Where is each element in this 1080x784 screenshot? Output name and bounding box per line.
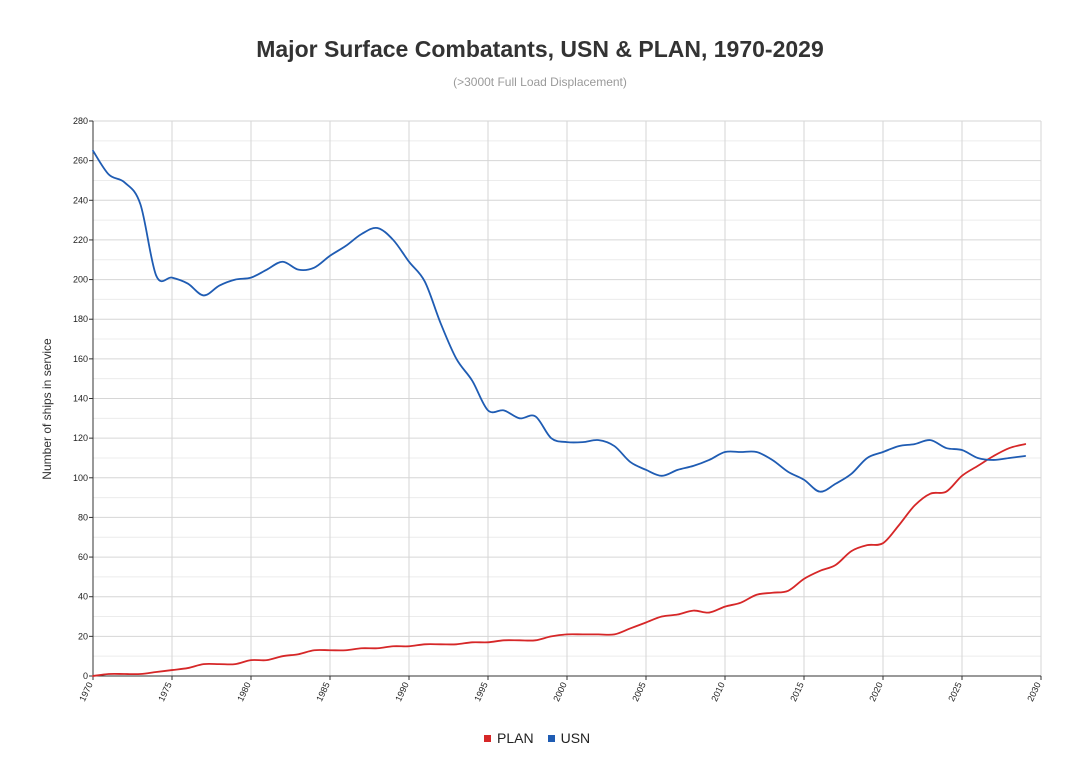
y-tick-label: 180 (73, 314, 88, 324)
y-axis-ticks: 0 20 40 60 80 100 120 140 160 180 200 220 240 260 280 (73, 116, 93, 681)
x-tick-label: 2000 (551, 681, 569, 703)
series-line-usn (92, 149, 1027, 493)
y-tick-label: 20 (78, 631, 88, 641)
y-tick-label: 100 (73, 473, 88, 483)
y-tick-label: 60 (78, 552, 88, 562)
legend: PLAN USN (484, 730, 604, 746)
y-tick-label: 0 (83, 671, 88, 681)
x-tick-label: 1970 (77, 681, 95, 703)
x-tick-label: 2020 (867, 681, 885, 703)
y-tick-label: 80 (78, 512, 88, 522)
x-tick-label: 2025 (946, 681, 964, 703)
x-tick-label: 2010 (709, 681, 727, 703)
y-tick-label: 220 (73, 235, 88, 245)
series-line-plan (92, 443, 1027, 677)
x-tick-label: 1975 (156, 681, 174, 703)
y-tick-label: 200 (73, 275, 88, 285)
y-tick-label: 280 (73, 116, 88, 126)
x-tick-label: 1995 (472, 681, 490, 703)
y-axis-label: Number of ships in service (40, 338, 54, 480)
legend-swatch-plan (484, 734, 491, 742)
x-tick-label: 1990 (393, 681, 411, 703)
y-tick-label: 240 (73, 195, 88, 205)
y-tick-label: 160 (73, 354, 88, 364)
y-tick-label: 120 (73, 433, 88, 443)
x-tick-label: 2015 (788, 681, 806, 703)
y-tick-label: 40 (78, 592, 88, 602)
legend-label-usn: USN (560, 730, 591, 746)
y-tick-label: 260 (73, 156, 88, 166)
legend-swatch-usn (547, 734, 555, 742)
chart-title: Major Surface Combatants, USN & PLAN, 19… (256, 36, 824, 62)
grid (92, 120, 1042, 677)
x-tick-label: 2030 (1025, 681, 1043, 703)
legend-item-plan[interactable]: PLAN (484, 730, 534, 746)
legend-label-plan: PLAN (497, 730, 534, 746)
x-axis-ticks: 1970 1975 1980 1985 1990 1995 2000 2005 2010 2015… (77, 676, 1043, 703)
y-tick-label: 140 (73, 394, 88, 404)
series-group (92, 149, 1027, 677)
legend-item-usn[interactable]: USN (547, 730, 591, 746)
x-tick-label: 1980 (235, 681, 253, 703)
x-tick-label: 1985 (314, 681, 332, 703)
x-tick-label: 2005 (630, 681, 648, 703)
chart-subtitle: (>3000t Full Load Displacement) (453, 75, 627, 89)
